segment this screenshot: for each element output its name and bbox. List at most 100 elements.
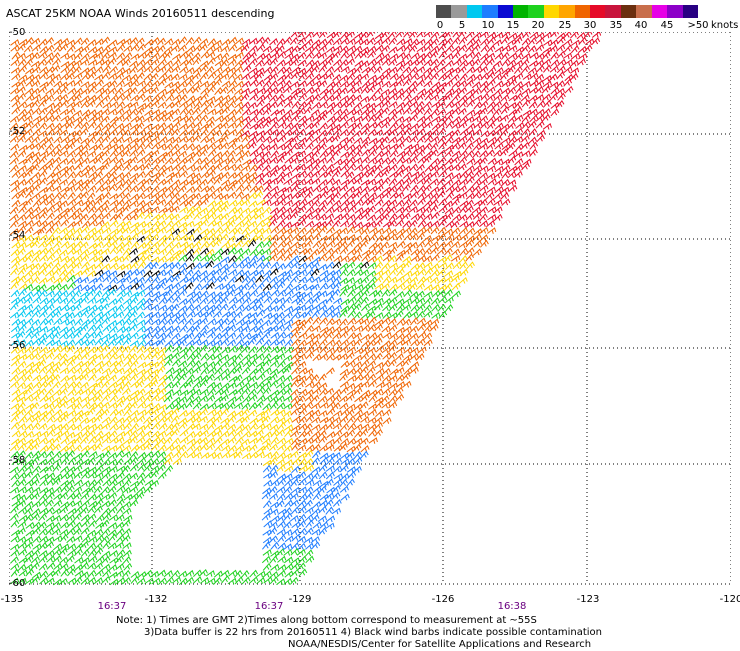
- wind-barb: [193, 310, 203, 318]
- wind-barb: [115, 471, 125, 480]
- wind-barb: [66, 157, 76, 165]
- wind-barb: [17, 171, 27, 179]
- wind-barb: [123, 102, 133, 109]
- wind-barb: [263, 92, 273, 101]
- wind-barb: [500, 178, 510, 187]
- wind-barb: [423, 283, 433, 291]
- wind-barb: [234, 213, 244, 222]
- wind-barb: [115, 114, 125, 122]
- wind-barb: [270, 261, 280, 269]
- wind-barb: [466, 227, 476, 235]
- wind-barb: [277, 74, 287, 82]
- wind-barb: [17, 235, 27, 243]
- wind-barb: [430, 226, 440, 235]
- wind-barb: [60, 304, 70, 312]
- wind-barb: [450, 73, 460, 82]
- wind-barb: [53, 493, 63, 500]
- wind-barb: [150, 58, 160, 66]
- wind-barb: [263, 73, 273, 81]
- wind-barb: [354, 32, 364, 39]
- wind-barb: [171, 179, 181, 187]
- wind-barb: [122, 108, 132, 116]
- wind-barb: [416, 177, 426, 185]
- wind-barb: [101, 51, 110, 60]
- wind-barb: [17, 339, 27, 347]
- wind-barb: [186, 325, 196, 334]
- wind-barb: [381, 359, 391, 368]
- wind-barb: [353, 277, 363, 285]
- wind-barb: [241, 134, 251, 143]
- wind-barb: [65, 268, 75, 277]
- wind-barb: [403, 32, 412, 38]
- wind-barb: [10, 58, 20, 66]
- wind-barb: [24, 155, 34, 164]
- wind-barb: [157, 114, 167, 122]
- wind-barb: [25, 492, 35, 501]
- wind-barb: [186, 290, 196, 298]
- wind-barb: [192, 127, 202, 136]
- wind-barb: [451, 93, 461, 102]
- wind-barb: [255, 177, 265, 186]
- wind-barb: [424, 267, 434, 276]
- wind-barb: [213, 374, 223, 381]
- wind-barb: [283, 164, 293, 172]
- wind-barb: [263, 66, 273, 74]
- wind-barb: [262, 464, 272, 473]
- wind-barb: [388, 66, 398, 74]
- wind-barb: [81, 331, 90, 341]
- wind-barb: [277, 66, 287, 75]
- wind-barb: [24, 58, 33, 67]
- wind-barb: [185, 332, 195, 340]
- wind-barb: [332, 353, 342, 361]
- wind-barb: [186, 310, 196, 318]
- wind-barb: [60, 233, 70, 241]
- wind-barb: [289, 227, 300, 234]
- wind-barb: [74, 162, 83, 171]
- wind-barb: [352, 79, 362, 87]
- wind-barb: [213, 339, 223, 347]
- wind-barb: [290, 241, 300, 249]
- wind-barb: [284, 346, 294, 354]
- wind-barb: [206, 206, 216, 215]
- wind-barb: [381, 288, 391, 298]
- wind-barb: [277, 164, 287, 171]
- wind-barb: [284, 156, 294, 164]
- wind-barb: [53, 296, 63, 304]
- wind-barb: [422, 275, 432, 283]
- wind-barb: [373, 303, 383, 311]
- wind-barb: [450, 255, 461, 262]
- wind-barb: [339, 268, 349, 277]
- wind-barb: [16, 527, 26, 535]
- wind-barb: [171, 128, 180, 137]
- wind-barb: [11, 260, 20, 269]
- wind-barb: [32, 374, 42, 382]
- wind-barb: [318, 199, 328, 207]
- wind-barb: [262, 338, 272, 347]
- wind-barb: [319, 93, 329, 102]
- wind-barb: [429, 94, 440, 101]
- wind-barb: [543, 39, 553, 46]
- wind-barb: [101, 94, 111, 102]
- wind-barb: [129, 276, 139, 284]
- wind-barb: [241, 80, 251, 88]
- wind-barb: [115, 163, 124, 172]
- wind-barb: [395, 87, 405, 96]
- wind-barb: [311, 199, 320, 208]
- wind-barb: [136, 345, 146, 354]
- wind-barb: [325, 219, 334, 228]
- wind-barb: [436, 59, 446, 68]
- wind-barb: [74, 156, 84, 164]
- wind-barb: [199, 218, 209, 227]
- wind-barb: [354, 289, 364, 298]
- wind-barb: [80, 191, 89, 200]
- wind-barb: [269, 359, 280, 367]
- wind-barb: [297, 353, 307, 361]
- wind-barb: [102, 359, 112, 368]
- wind-barb: [549, 93, 558, 102]
- wind-barb: [465, 192, 475, 200]
- wind-barb: [122, 184, 132, 193]
- wind-barb: [144, 227, 154, 235]
- wind-barb: [144, 50, 153, 59]
- wind-barb: [234, 284, 244, 292]
- wind-barb: [423, 184, 432, 193]
